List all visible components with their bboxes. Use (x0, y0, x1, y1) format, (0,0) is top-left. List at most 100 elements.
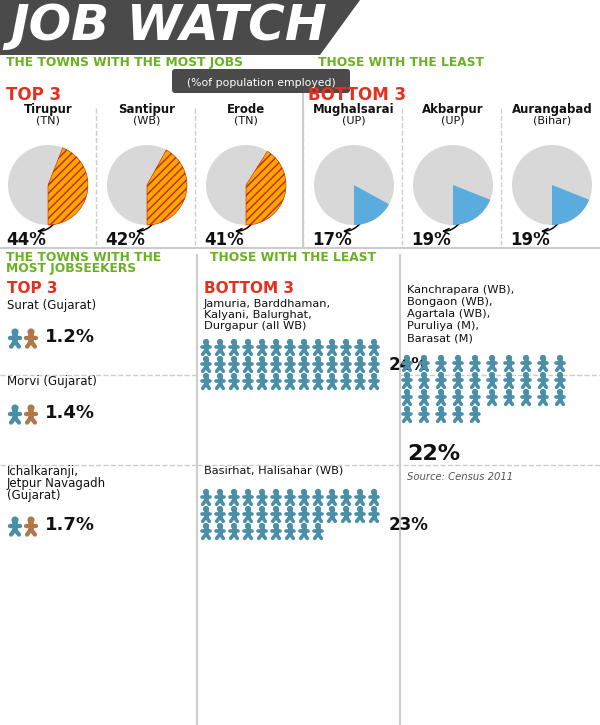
Circle shape (245, 489, 250, 494)
Circle shape (274, 357, 278, 362)
Wedge shape (354, 185, 389, 225)
Wedge shape (246, 152, 286, 225)
Circle shape (245, 357, 250, 362)
Wedge shape (552, 185, 589, 225)
Circle shape (232, 489, 236, 494)
Circle shape (203, 357, 208, 362)
Circle shape (28, 329, 34, 335)
Circle shape (404, 407, 409, 411)
Text: 41%: 41% (204, 231, 244, 249)
Circle shape (232, 339, 236, 344)
Text: MOST JOBSEEKERS: MOST JOBSEEKERS (6, 262, 136, 275)
Text: (WB): (WB) (133, 115, 161, 125)
Circle shape (316, 373, 320, 378)
Circle shape (274, 373, 278, 378)
Text: Basirhat, Halisahar (WB): Basirhat, Halisahar (WB) (204, 465, 343, 475)
Circle shape (274, 339, 278, 344)
Circle shape (358, 339, 362, 344)
Circle shape (506, 373, 511, 378)
Circle shape (329, 357, 334, 362)
Circle shape (422, 373, 427, 378)
Text: 19%: 19% (411, 231, 451, 249)
Text: 44%: 44% (6, 231, 46, 249)
Circle shape (28, 517, 34, 523)
FancyBboxPatch shape (172, 69, 350, 93)
Circle shape (274, 489, 278, 494)
Circle shape (314, 145, 394, 225)
Circle shape (203, 339, 208, 344)
Text: Morvi (Gujarat): Morvi (Gujarat) (7, 375, 97, 388)
Text: 19%: 19% (510, 231, 550, 249)
Text: Durgapur (all WB): Durgapur (all WB) (204, 321, 307, 331)
Circle shape (473, 373, 478, 378)
Circle shape (316, 357, 320, 362)
Circle shape (371, 507, 376, 511)
Circle shape (455, 355, 460, 360)
Circle shape (218, 373, 223, 378)
Circle shape (473, 355, 478, 360)
Circle shape (344, 357, 349, 362)
Circle shape (344, 373, 349, 378)
Circle shape (232, 507, 236, 511)
Circle shape (358, 373, 362, 378)
Wedge shape (453, 185, 490, 225)
Circle shape (329, 489, 334, 494)
Circle shape (506, 389, 511, 394)
Circle shape (512, 145, 592, 225)
Text: THE TOWNS WITH THE: THE TOWNS WITH THE (6, 251, 161, 264)
Circle shape (422, 407, 427, 411)
Circle shape (218, 489, 223, 494)
Text: THOSE WITH THE LEAST: THOSE WITH THE LEAST (210, 251, 376, 264)
Circle shape (203, 507, 208, 511)
Circle shape (287, 357, 292, 362)
Text: 1.2%: 1.2% (45, 328, 95, 346)
Circle shape (8, 145, 88, 225)
Text: Jetpur Navagadh: Jetpur Navagadh (7, 477, 106, 490)
Text: Mughalsarai: Mughalsarai (313, 103, 395, 116)
Text: Santipur: Santipur (119, 103, 176, 116)
Circle shape (358, 489, 362, 494)
Text: Jamuria, Barddhaman,: Jamuria, Barddhaman, (204, 299, 331, 309)
Circle shape (422, 389, 427, 394)
Text: Tirupur: Tirupur (23, 103, 73, 116)
Circle shape (371, 489, 376, 494)
Circle shape (404, 355, 409, 360)
Circle shape (302, 489, 307, 494)
Circle shape (404, 373, 409, 378)
Circle shape (245, 523, 250, 529)
Circle shape (541, 355, 545, 360)
Circle shape (316, 523, 320, 529)
Circle shape (287, 339, 292, 344)
Circle shape (260, 357, 265, 362)
Circle shape (557, 389, 562, 394)
Circle shape (524, 389, 529, 394)
Circle shape (541, 389, 545, 394)
Wedge shape (48, 148, 88, 225)
Circle shape (302, 357, 307, 362)
Text: 24%: 24% (389, 356, 429, 374)
Circle shape (371, 339, 376, 344)
Text: 17%: 17% (312, 231, 352, 249)
Circle shape (28, 405, 34, 411)
Circle shape (302, 339, 307, 344)
Circle shape (245, 339, 250, 344)
Text: Puruliya (M),: Puruliya (M), (407, 321, 479, 331)
Circle shape (506, 355, 511, 360)
Circle shape (260, 507, 265, 511)
Circle shape (439, 389, 443, 394)
Text: (UP): (UP) (441, 115, 465, 125)
Circle shape (524, 373, 529, 378)
Circle shape (439, 373, 443, 378)
Text: Kalyani, Balurghat,: Kalyani, Balurghat, (204, 310, 312, 320)
Circle shape (260, 373, 265, 378)
Text: (Gujarat): (Gujarat) (7, 489, 61, 502)
Text: 1.7%: 1.7% (45, 516, 95, 534)
Text: BOTTOM 3: BOTTOM 3 (308, 86, 406, 104)
Circle shape (287, 507, 292, 511)
Circle shape (316, 507, 320, 511)
Circle shape (455, 407, 460, 411)
Circle shape (344, 507, 349, 511)
Circle shape (232, 357, 236, 362)
Circle shape (344, 489, 349, 494)
Text: (UP): (UP) (342, 115, 366, 125)
